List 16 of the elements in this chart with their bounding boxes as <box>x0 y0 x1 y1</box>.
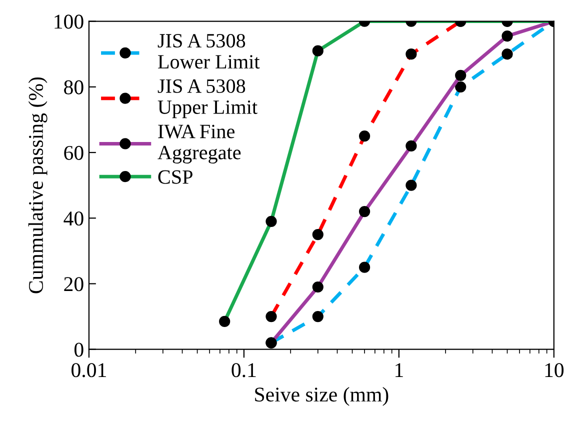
legend-label: IWA Fine Aggregate <box>158 124 241 164</box>
legend-label: JIS A 5308 Lower Limit <box>158 34 260 69</box>
legend-label: JIS A 5308 Upper Limit <box>158 79 258 118</box>
x-axis-title: Seive size (mm) <box>255 386 388 406</box>
x-tick-label: 10 <box>545 363 564 378</box>
legend-label: CSP <box>158 170 192 184</box>
y-axis-title: Cummulative passing (%) <box>28 77 48 294</box>
x-tick-label: 1 <box>396 363 403 377</box>
y-tick-label: 40 <box>64 211 84 226</box>
x-tick-label: 0.1 <box>232 363 256 378</box>
y-tick-label: 100 <box>54 14 84 29</box>
y-tick-label: 0 <box>74 342 84 357</box>
y-tick-label: 60 <box>64 146 84 160</box>
y-tick-label: 80 <box>64 80 84 94</box>
x-tick-label: 0.01 <box>72 363 106 378</box>
y-tick-label: 20 <box>64 277 84 292</box>
